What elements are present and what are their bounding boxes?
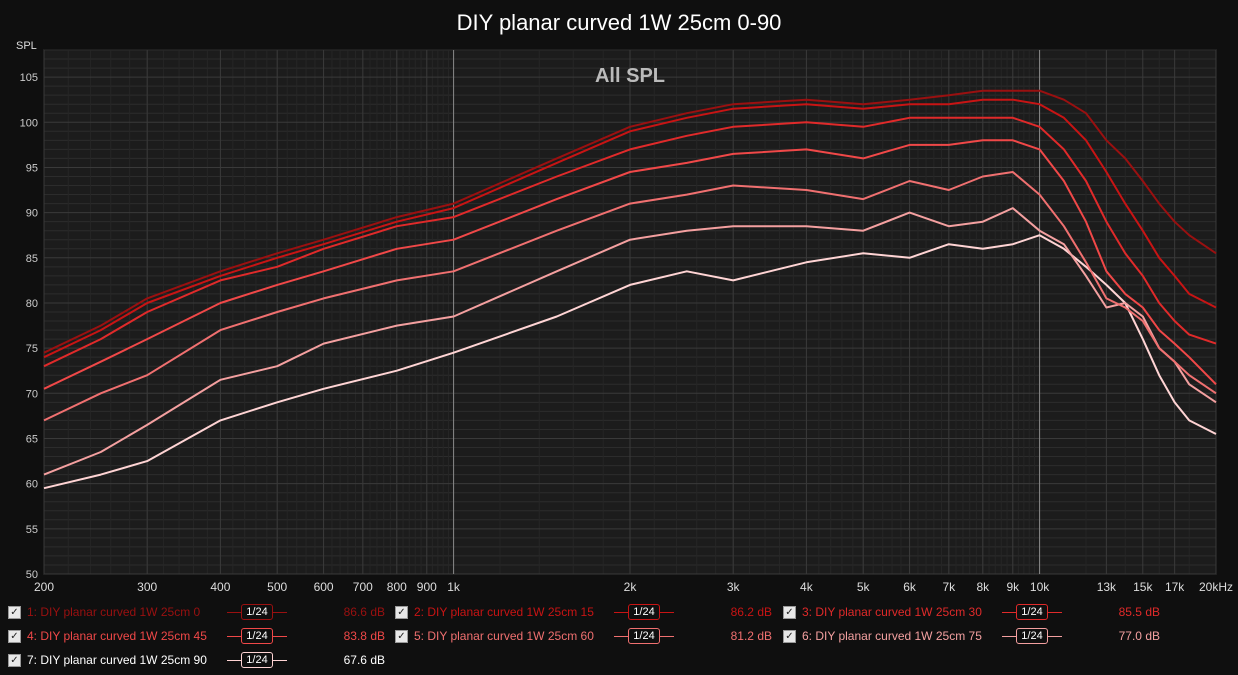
legend-series-name: 2: DIY planar curved 1W 25cm 15 <box>414 605 594 619</box>
legend-average-value: 67.6 dB <box>343 653 385 667</box>
chart-subtitle: All SPL <box>595 65 665 87</box>
x-tick-label: 3k <box>727 580 741 594</box>
smoothing-label: 1/24 <box>241 604 273 620</box>
x-tick-label: 800 <box>387 580 407 594</box>
legend-average-value: 85.5 dB <box>1118 605 1160 619</box>
series-line <box>43 139 1217 390</box>
legend-checkbox[interactable]: ✓ <box>8 629 21 643</box>
smoothing-label: 1/24 <box>628 628 660 644</box>
legend-checkbox[interactable]: ✓ <box>783 605 796 619</box>
x-tick-label: 5k <box>857 580 871 594</box>
y-tick-label: 55 <box>26 524 38 536</box>
series-line <box>43 116 1217 368</box>
smoothing-indicator: 1/24 <box>1002 628 1062 644</box>
x-tick-label: 10k <box>1030 580 1050 594</box>
smoothing-label: 1/24 <box>1016 628 1048 644</box>
series-line <box>43 207 1217 476</box>
legend-entry: ✓ 1: DIY planar curved 1W 25cm 0 1/24 86.6 … <box>8 604 385 620</box>
legend-entry: ✓ 3: DIY planar curved 1W 25cm 30 1/24 85.5… <box>783 604 1160 620</box>
x-tick-label: 15k <box>1133 580 1153 594</box>
frequency-response-chart: 50 55 60 65 70 75 80 85 90 95 100 105 200 300 400 500 60… <box>16 40 1233 594</box>
x-tick-label: 9k <box>1006 580 1020 594</box>
y-tick-label: 60 <box>26 479 38 491</box>
smoothing-indicator: 1/24 <box>614 604 674 620</box>
legend-checkbox[interactable]: ✓ <box>395 605 408 619</box>
legend-entry: ✓ 5: DIY planar curved 1W 25cm 60 1/24 81.2… <box>395 628 772 644</box>
legend-checkbox[interactable]: ✓ <box>395 629 408 643</box>
legend-checkbox[interactable]: ✓ <box>8 653 21 667</box>
legend-series-name: 5: DIY planar curved 1W 25cm 60 <box>414 629 594 643</box>
x-tick-label: 6k <box>903 580 917 594</box>
x-tick-label: 17k <box>1165 580 1185 594</box>
smoothing-indicator: 1/24 <box>227 628 287 644</box>
x-tick-label: 20kHz <box>1199 580 1233 594</box>
series-line <box>43 89 1217 354</box>
y-tick-label: 85 <box>26 253 38 265</box>
legend-series-name: 7: DIY planar curved 1W 25cm 90 <box>27 653 207 667</box>
y-tick-label: 90 <box>26 208 38 220</box>
legend-series-name: 3: DIY planar curved 1W 25cm 30 <box>802 605 982 619</box>
y-tick-label: 105 <box>20 72 38 84</box>
series-line <box>43 171 1217 422</box>
x-tick-label: 400 <box>210 580 230 594</box>
legend-checkbox[interactable]: ✓ <box>783 629 796 643</box>
x-tick-label: 200 <box>34 580 54 594</box>
y-tick-label: 100 <box>20 117 38 129</box>
legend-entry: ✓ 6: DIY planar curved 1W 25cm 75 1/24 77.0… <box>783 628 1160 644</box>
x-tick-label: 8k <box>976 580 990 594</box>
series-line <box>43 98 1217 359</box>
y-tick-label: 50 <box>26 569 38 581</box>
smoothing-indicator: 1/24 <box>1002 604 1062 620</box>
x-tick-label: 600 <box>314 580 334 594</box>
smoothing-indicator: 1/24 <box>614 628 674 644</box>
legend-average-value: 77.0 dB <box>1118 629 1160 643</box>
legend-entry: ✓ 2: DIY planar curved 1W 25cm 15 1/24 86.2… <box>395 604 772 620</box>
legend-average-value: 86.2 dB <box>730 605 772 619</box>
legend-series-name: 6: DIY planar curved 1W 25cm 75 <box>802 629 982 643</box>
x-tick-label: 7k <box>942 580 956 594</box>
x-tick-label: 900 <box>417 580 437 594</box>
x-tick-label: 500 <box>267 580 287 594</box>
series-line <box>43 234 1217 490</box>
legend-average-value: 83.8 dB <box>343 629 385 643</box>
y-tick-label: 70 <box>26 388 38 400</box>
x-tick-label: 1k <box>447 580 461 594</box>
chart-title: DIY planar curved 1W 25cm 0-90 <box>456 10 782 35</box>
y-tick-label: 75 <box>26 343 38 355</box>
x-tick-label: 700 <box>353 580 373 594</box>
legend-checkbox[interactable]: ✓ <box>8 605 21 619</box>
y-tick-label: 65 <box>26 433 38 445</box>
y-tick-label: 95 <box>26 162 38 174</box>
smoothing-indicator: 1/24 <box>227 652 287 668</box>
smoothing-label: 1/24 <box>241 652 273 668</box>
smoothing-label: 1/24 <box>628 604 660 620</box>
smoothing-label: 1/24 <box>1016 604 1048 620</box>
legend-average-value: 81.2 dB <box>730 629 772 643</box>
legend-entry: ✓ 4: DIY planar curved 1W 25cm 45 1/24 83.8… <box>8 628 385 644</box>
legend-entry: ✓ 7: DIY planar curved 1W 25cm 90 1/24 67.6… <box>8 652 385 668</box>
x-tick-label: 4k <box>800 580 814 594</box>
x-tick-label: 300 <box>137 580 157 594</box>
x-tick-label: 2k <box>624 580 638 594</box>
y-tick-label: 80 <box>26 298 38 310</box>
legend-series-name: 4: DIY planar curved 1W 25cm 45 <box>27 629 207 643</box>
legend-average-value: 86.6 dB <box>343 605 385 619</box>
smoothing-indicator: 1/24 <box>227 604 287 620</box>
legend-series-name: 1: DIY planar curved 1W 25cm 0 <box>27 605 201 619</box>
smoothing-label: 1/24 <box>241 628 273 644</box>
y-axis-label: SPL <box>16 40 37 52</box>
x-tick-label: 13k <box>1097 580 1117 594</box>
